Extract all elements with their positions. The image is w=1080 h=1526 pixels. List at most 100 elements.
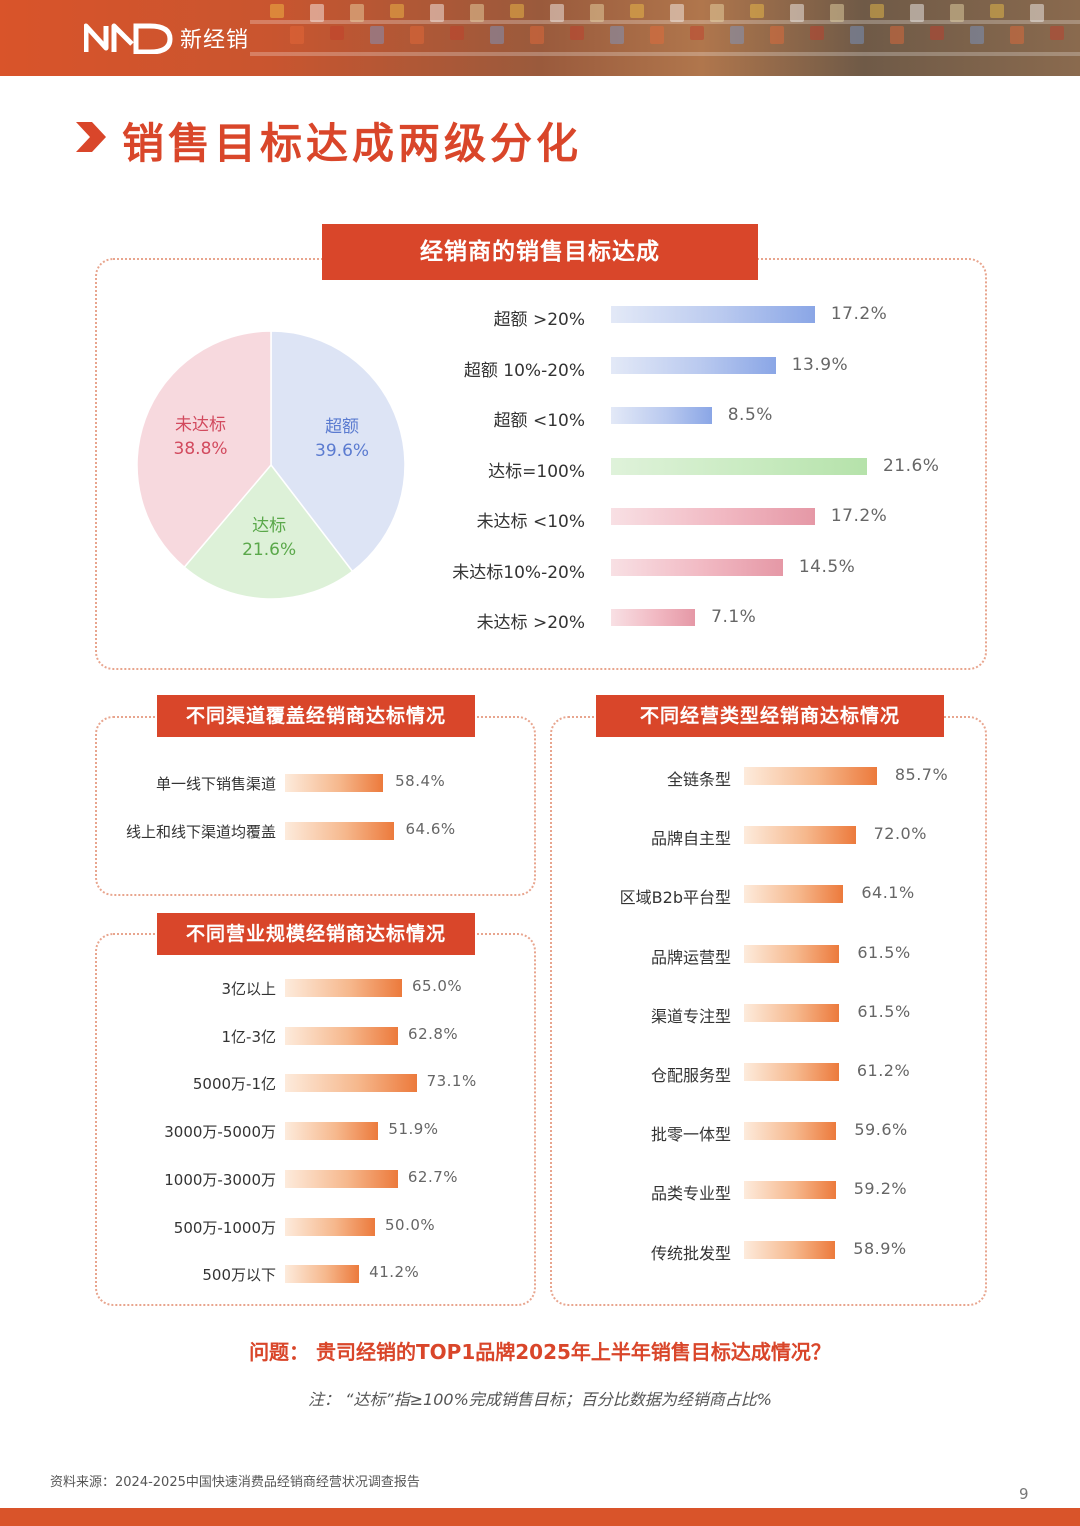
pie-label-0: 超额 39.6%: [292, 415, 392, 463]
shelf-product-decoration: [870, 4, 884, 18]
sales-target-panel-title: 经销商的销售目标达成: [322, 224, 758, 280]
shelf-product-decoration: [350, 4, 364, 22]
chevron-right-icon: [76, 122, 106, 152]
shelf-product-decoration: [790, 4, 804, 22]
bar-value: 61.5%: [857, 1001, 911, 1021]
bar-label: 超额 <10%: [493, 411, 585, 431]
bar: [744, 1240, 836, 1259]
bar-value: 59.6%: [854, 1120, 908, 1140]
shelf-product-decoration: [550, 4, 564, 22]
bar-label: 未达标 <10%: [476, 512, 585, 532]
bar-value: 65.0%: [412, 977, 463, 995]
bar-value: 8.5%: [727, 405, 773, 425]
bar-label: 品牌运营型: [650, 947, 731, 967]
bar-label: 全链条型: [666, 770, 731, 789]
shelf-product-decoration: [310, 4, 324, 22]
pie-label-name: 未达标: [175, 415, 227, 436]
bar-label: 超额 >20%: [493, 310, 585, 330]
channel-panel-title: 不同渠道覆盖经销商达标情况: [157, 695, 475, 737]
bar-value: 64.1%: [861, 883, 915, 903]
shelf-product-decoration: [610, 26, 624, 44]
bar-label: 单一线下销售渠道: [155, 775, 276, 793]
bar-value: 17.2%: [830, 304, 888, 324]
footnote: 注： “达标”指≥100%完成销售目标；百分比数据为经销商占比%: [307, 1390, 773, 1409]
bar: [744, 1063, 839, 1081]
bar: [611, 356, 776, 374]
bar-label: 线上和线下渠道均覆盖: [125, 822, 276, 841]
shelf-product-decoration: [1010, 26, 1024, 44]
bar-label: 5000万-1亿: [192, 1075, 276, 1094]
shelf-product-decoration: [330, 26, 344, 40]
shelf-product-decoration: [530, 26, 544, 44]
bar: [611, 609, 696, 626]
shelf-product-decoration: [430, 4, 444, 22]
shelf-product-decoration: [510, 4, 524, 18]
bar: [744, 944, 840, 963]
page-title: 销售目标达成两级分化: [122, 119, 583, 168]
shelf-product-decoration: [370, 26, 384, 44]
bar: [611, 558, 783, 576]
bar-label: 500万-1000万: [173, 1218, 276, 1237]
shelf-product-decoration: [670, 4, 684, 22]
bar: [744, 885, 844, 904]
pie-label-value: 21.6%: [242, 540, 297, 561]
bar-value: 21.6%: [882, 455, 940, 476]
pie-slice-0: [270, 330, 406, 573]
bar-value: 61.5%: [857, 942, 911, 962]
shelf-product-decoration: [930, 26, 944, 40]
shelf-product-decoration: [650, 26, 664, 44]
bar: [744, 1181, 836, 1200]
type-panel-title: 不同经营类型经销商达标情况: [596, 695, 944, 737]
bar-label: 500万以下: [202, 1266, 276, 1285]
bar-label: 超额 10%-20%: [463, 360, 585, 381]
shelf-product-decoration: [850, 26, 864, 44]
bar: [285, 1122, 379, 1141]
bar: [611, 407, 712, 424]
bar-label: 品类专业型: [650, 1184, 731, 1204]
bar-value: 62.8%: [408, 1024, 459, 1043]
shelf-product-decoration: [410, 26, 424, 44]
bar-value: 61.2%: [856, 1061, 911, 1080]
bar-value: 85.7%: [894, 765, 949, 784]
survey-question: 问题： 贵司经销的TOP1品牌2025年上半年销售目标达成情况？: [249, 1340, 831, 1364]
data-source: 资料来源：2024-2025中国快速消费品经销商经营状况调查报告: [50, 1475, 420, 1490]
shelf-product-decoration: [710, 4, 724, 22]
shelf-product-decoration: [570, 26, 584, 40]
shelf-product-decoration: [590, 4, 604, 22]
bar: [744, 826, 856, 845]
shelf-product-decoration: [830, 4, 844, 22]
shelf-product-decoration: [490, 26, 504, 44]
bar-value: 64.6%: [405, 819, 456, 838]
shelf-product-decoration: [750, 4, 764, 18]
shelf-product-decoration: [730, 26, 744, 44]
shelf-product-decoration: [630, 4, 644, 18]
shelf-product-decoration: [950, 4, 964, 22]
scale-panel-title: 不同营业规模经销商达标情况: [157, 913, 475, 955]
shelf-product-decoration: [810, 26, 824, 40]
bar-value: 14.5%: [798, 556, 856, 577]
bar: [611, 457, 867, 475]
bar-value: 17.2%: [830, 506, 888, 526]
bar-value: 59.2%: [853, 1179, 908, 1199]
shelf-product-decoration: [390, 4, 404, 18]
shelf-decoration: [250, 52, 1080, 56]
bar: [744, 767, 877, 785]
bar: [744, 1122, 837, 1141]
bar-value: 62.7%: [407, 1167, 459, 1186]
bar-value: 50.0%: [385, 1215, 436, 1234]
shelf-product-decoration: [1050, 26, 1064, 40]
bar-label: 品牌自主型: [650, 829, 731, 849]
bar-value: 7.1%: [711, 607, 757, 627]
pie-label-name: 超额: [325, 416, 360, 437]
page-number: 9: [1019, 1485, 1029, 1503]
target-pie-chart: [136, 330, 406, 600]
bar: [285, 774, 384, 792]
bar-label: 1亿-3亿: [221, 1027, 277, 1046]
bar: [285, 979, 402, 997]
bar-label: 传统批发型: [650, 1243, 731, 1263]
channel-panel: [95, 716, 536, 896]
bar: [285, 1265, 360, 1284]
bar-value: 13.9%: [791, 354, 849, 375]
logo-mark: [84, 23, 173, 54]
bar: [285, 821, 394, 840]
